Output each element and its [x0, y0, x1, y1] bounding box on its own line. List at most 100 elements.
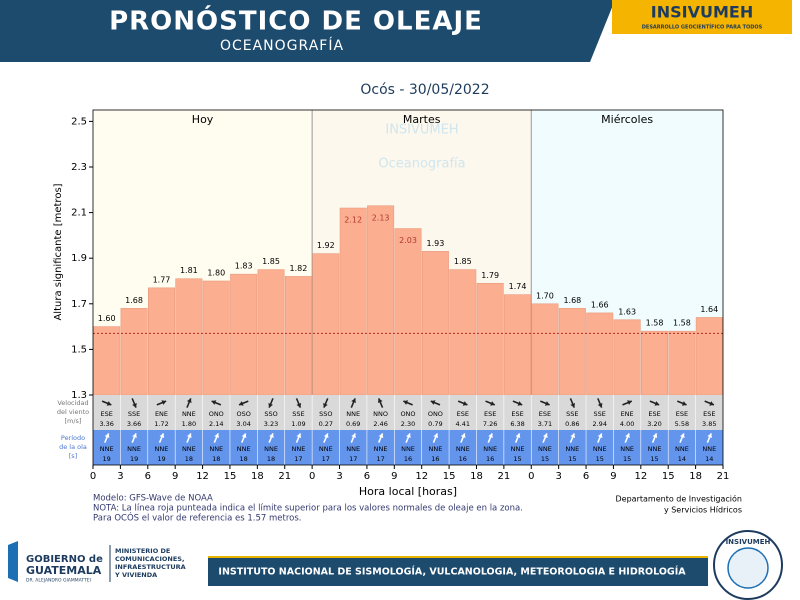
- wind-direction: ENE: [621, 410, 634, 418]
- x-tick-label: 15: [443, 471, 456, 482]
- wind-speed: 3.36: [99, 420, 113, 428]
- wind-arrow: [106, 401, 112, 406]
- bar: [367, 205, 395, 396]
- value-label: 1.74: [509, 282, 527, 291]
- wave-arrow: [707, 433, 712, 439]
- x-tick-label: 12: [634, 471, 647, 482]
- bar: [93, 326, 121, 396]
- wind-arrow: [462, 401, 468, 406]
- wave-period: 16: [486, 455, 494, 463]
- header-subtitle: OCEANOGRAFÍA: [220, 37, 344, 54]
- wave-arrow: [159, 433, 165, 439]
- wave-arrow: [241, 433, 247, 439]
- wind-direction: ONO: [428, 410, 443, 418]
- wind-speed: 3.66: [127, 420, 141, 428]
- wind-direction: SSE: [128, 410, 140, 418]
- logo-box: [612, 0, 792, 34]
- x-tick-label: 9: [610, 471, 616, 482]
- note: Para OCÓS el valor de referencia es 1.57…: [93, 512, 302, 524]
- wind-row-label: Velocidad: [57, 399, 88, 407]
- gov-text: GUATEMALA: [26, 564, 102, 577]
- wave-period: 18: [240, 455, 248, 463]
- bar: [284, 276, 312, 396]
- wave-arrow: [433, 433, 439, 439]
- wind-speed: 0.69: [346, 420, 360, 428]
- wind-arrow: [517, 401, 523, 406]
- wave-period: 16: [431, 455, 439, 463]
- wind-direction: ESE: [648, 410, 660, 418]
- bar: [531, 303, 559, 396]
- wave-arrow: [679, 433, 685, 439]
- wave-period: 15: [568, 455, 576, 463]
- value-label: 1.85: [454, 257, 472, 266]
- wind-arrow: [430, 400, 436, 405]
- wave-direction: NNE: [237, 445, 251, 453]
- wave-arrow: [104, 433, 110, 439]
- x-tick-label: 12: [415, 471, 428, 482]
- wave-period: 17: [376, 455, 384, 463]
- wind-speed: 3.20: [647, 420, 661, 428]
- wave-row-label: Período: [61, 434, 85, 442]
- x-axis-label: Hora local [horas]: [359, 485, 457, 498]
- wave-period: 14: [678, 455, 686, 463]
- plot-frame: [92, 109, 724, 466]
- seal-text: INSIVUMEH: [726, 538, 771, 546]
- wind-direction: ONO: [209, 410, 224, 418]
- wave-period: 18: [267, 455, 275, 463]
- value-label: 1.80: [207, 269, 225, 278]
- wind-arrow: [132, 402, 137, 408]
- wave-direction: NNE: [155, 445, 169, 453]
- y-tick-label: 2.1: [71, 208, 87, 219]
- x-tick-label: 0: [309, 471, 315, 482]
- wave-direction: NNE: [100, 445, 114, 453]
- value-label: 1.64: [700, 305, 718, 314]
- x-tick-label: 21: [278, 471, 291, 482]
- value-label: 1.68: [125, 296, 143, 305]
- logo-tagline: DESARROLLO GEOCIENTÍFICO PARA TODOS: [642, 23, 763, 31]
- wind-speed: 3.85: [702, 420, 716, 428]
- day-label: Martes: [403, 113, 441, 126]
- wind-row-label: del viento: [57, 408, 89, 416]
- wind-direction: SSE: [594, 410, 606, 418]
- bar: [449, 269, 477, 396]
- wind-speed: 1.80: [182, 420, 196, 428]
- wind-speed: 5.58: [675, 420, 689, 428]
- wave-direction: NNE: [346, 445, 360, 453]
- y-tick-label: 2.3: [71, 162, 87, 173]
- bar: [668, 330, 696, 396]
- value-label: 2.03: [399, 236, 417, 245]
- bar: [558, 308, 586, 396]
- wave-period: 16: [404, 455, 412, 463]
- bar: [147, 287, 175, 396]
- wind-direction: NNE: [182, 410, 196, 418]
- logo-text: INSIVUMEH: [651, 3, 753, 22]
- bar: [312, 253, 340, 396]
- wind-arrow: [681, 401, 687, 406]
- wind-speed: 2.94: [592, 420, 606, 428]
- gov-emblem: [8, 541, 18, 582]
- department: Departamento de Investigación: [616, 494, 742, 504]
- value-label: 1.60: [98, 314, 116, 323]
- wave-period: 15: [650, 455, 658, 463]
- wave-direction: NNE: [182, 445, 196, 453]
- wave-period: 16: [459, 455, 467, 463]
- wave-period: 14: [705, 455, 713, 463]
- institute-name: INSTITUTO NACIONAL DE SISMOLOGÍA, VULCAN…: [218, 566, 686, 578]
- wind-speed: 2.14: [209, 420, 223, 428]
- y-tick-label: 1.5: [71, 344, 87, 355]
- value-label: 1.92: [317, 241, 335, 250]
- wave-arrow: [570, 433, 576, 439]
- x-tick-label: 0: [90, 471, 96, 482]
- wave-period: 15: [541, 455, 549, 463]
- wave-direction: NNE: [483, 445, 497, 453]
- x-tick-label: 18: [470, 471, 483, 482]
- wave-direction: NNE: [428, 445, 442, 453]
- wind-arrow: [570, 402, 576, 408]
- wind-arrow: [544, 401, 550, 406]
- plot: Hoy Martes Miércoles INSIVUMEH Oceanografía 1…: [57, 109, 729, 482]
- wind-direction: ESE: [484, 410, 496, 418]
- wave-period: 17: [322, 455, 330, 463]
- value-label: 1.81: [180, 266, 198, 275]
- wind-speed: 2.30: [401, 420, 415, 428]
- wave-period: 17: [349, 455, 357, 463]
